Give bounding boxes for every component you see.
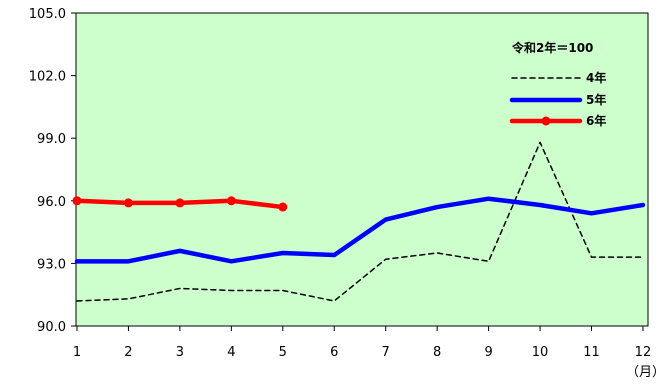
x-tick-label: 2 [124, 345, 132, 360]
legend-title: 令和2年＝100 [511, 40, 593, 55]
y-tick-label: 96.0 [37, 195, 66, 210]
x-tick-label: 3 [176, 345, 184, 360]
x-tick-label: 9 [484, 345, 492, 360]
data-point-6年 [72, 196, 82, 206]
data-point-6年 [123, 198, 133, 208]
series-line-4年 [76, 141, 644, 302]
y-tick-label: 93.0 [37, 257, 66, 272]
plot-area [75, 12, 649, 327]
x-tick-label: 1 [73, 345, 81, 360]
y-tick-label: 102.0 [29, 70, 66, 85]
legend-label: 4年 [586, 70, 606, 85]
x-tick-label: 6 [330, 345, 338, 360]
legend-label: 6年 [586, 113, 606, 128]
data-point-6年 [278, 202, 288, 212]
legend-marker-6年 [541, 116, 551, 126]
legend: 令和2年＝100 4年 5年 6年 [509, 40, 606, 128]
x-axis: 1 2 3 4 5 6 7 8 9 10 11 12 [73, 326, 651, 360]
y-tick-label: 99.0 [37, 132, 66, 147]
x-tick-label: 10 [532, 345, 549, 360]
y-tick-label: 105.0 [29, 7, 66, 22]
x-tick-label: 4 [227, 345, 235, 360]
series-line-5年 [74, 196, 646, 264]
y-tick-label: 90.0 [37, 320, 66, 335]
x-tick-label: 8 [433, 345, 441, 360]
legend-label: 5年 [586, 92, 606, 107]
data-point-6年 [175, 198, 185, 208]
x-tick-label: 11 [583, 345, 600, 360]
data-point-6年 [226, 196, 236, 206]
y-axis: 90.0 93.0 96.0 99.0 102.0 105.0 [29, 7, 76, 335]
x-tick-label: 5 [279, 345, 287, 360]
x-tick-label: 12 [635, 345, 652, 360]
series-layer [72, 141, 646, 302]
x-axis-unit-label: （月） [626, 365, 662, 380]
x-tick-label: 7 [382, 345, 390, 360]
